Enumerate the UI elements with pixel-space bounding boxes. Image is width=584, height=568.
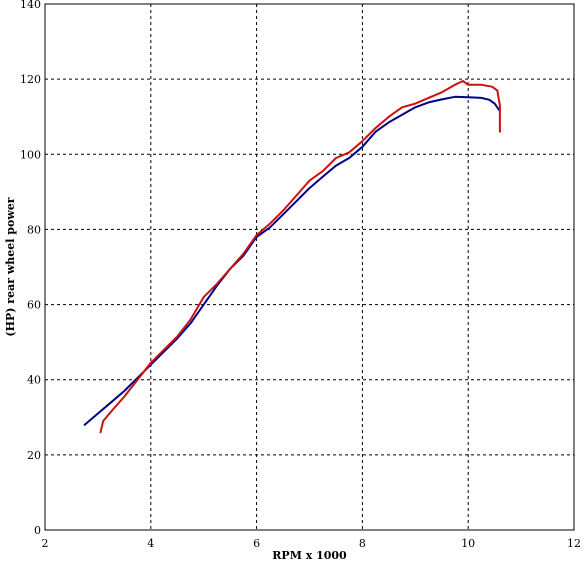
- x-tick-label: 10: [461, 537, 475, 550]
- y-tick-label: 60: [27, 299, 41, 312]
- y-tick-label: 20: [27, 449, 41, 462]
- x-tick-label: 8: [359, 537, 366, 550]
- series-line-2: [99, 80, 501, 434]
- x-tick-label: 2: [42, 537, 49, 550]
- y-tick-label: 140: [20, 0, 41, 11]
- x-tick-label: 12: [567, 537, 581, 550]
- y-tick-label: 80: [27, 223, 41, 236]
- x-tick-label: 6: [253, 537, 260, 550]
- plot-frame: [44, 3, 575, 531]
- x-tick-label: 4: [147, 537, 154, 550]
- y-tick-label: 40: [27, 374, 41, 387]
- grid-layer: [45, 4, 574, 530]
- y-tick-label: 120: [20, 73, 41, 86]
- y-tick-label: 0: [34, 524, 41, 537]
- x-axis-title: RPM x 1000: [272, 549, 347, 562]
- y-tick-label: 100: [20, 148, 41, 161]
- y-axis-title: (HP) rear wheel power: [4, 197, 17, 336]
- series-line-1: [83, 95, 501, 426]
- series-layer: [83, 80, 501, 434]
